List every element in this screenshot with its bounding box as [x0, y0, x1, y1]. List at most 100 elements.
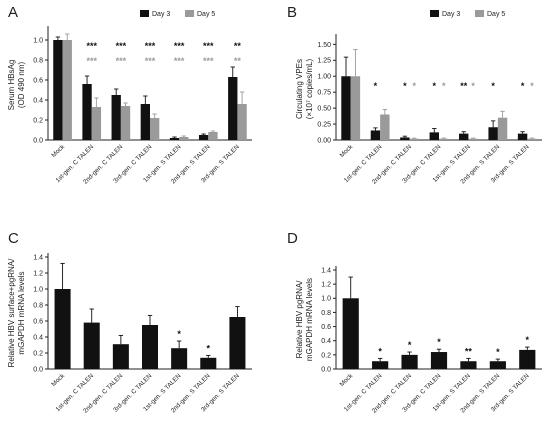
legend-label-day3: Day 3 [442, 11, 460, 18]
significance-marker: * [413, 81, 417, 91]
significance-marker: *** [145, 41, 156, 51]
y-tick-label: 0.8 [321, 310, 331, 317]
significance-marker: *** [116, 56, 127, 66]
significance-marker: * [207, 343, 211, 353]
panel-A: A Serum HBsAg (OD 490 nm) 0.0 0.2 0.4 0.6 0.8 1.… [7, 4, 252, 186]
panel-B: B Circulating VPEs (×10⁷ copies/mL) 0.00 0.2… [287, 4, 542, 186]
significance-marker: ** [465, 346, 473, 356]
bar [54, 289, 71, 369]
y-axis-title-line: Circulating VPEs [295, 59, 304, 119]
y-tick-label: 0.4 [321, 338, 331, 345]
y-tick-label: 0.0 [321, 366, 331, 373]
bar [62, 40, 72, 140]
y-tick-label: 0.2 [33, 350, 43, 357]
bar [460, 361, 477, 369]
y-tick-label: 0.6 [33, 77, 43, 84]
significance-marker: * [177, 329, 181, 339]
bar [237, 104, 247, 140]
legend-swatch-day5 [185, 10, 194, 17]
significance-marker: *** [174, 56, 185, 66]
bar [400, 137, 410, 140]
bar [519, 349, 536, 369]
y-tick-label: 1.0 [33, 37, 43, 44]
bar [140, 104, 150, 140]
y-tick-label: 0.4 [33, 97, 43, 104]
significance-marker: * [374, 81, 378, 91]
bar [229, 317, 246, 369]
significance-marker: ** [234, 56, 242, 66]
bar [53, 40, 63, 140]
y-tick-label: 1.4 [321, 267, 331, 274]
y-tick-label: 1.2 [321, 282, 331, 289]
bar [120, 106, 131, 140]
bar [169, 138, 180, 140]
y-tick-label: 1.0 [321, 296, 331, 303]
y-axis-title-line: Relative HBV pgRNA/ [295, 280, 304, 359]
y-tick-label: 1.2 [33, 270, 43, 277]
bar [409, 138, 419, 140]
panel-D: D Relative HBV pgRNA/mGAPDH mRNA levels 0.… [287, 230, 542, 415]
significance-marker: * [471, 81, 475, 91]
y-tick-label: 0.6 [321, 324, 331, 331]
significance-marker: *** [86, 56, 97, 66]
bar [342, 298, 359, 369]
bar [208, 132, 218, 140]
significance-marker: * [403, 81, 407, 91]
category-label: Mock [339, 372, 355, 388]
y-axis-title-line: Serum HBsAg [7, 60, 16, 111]
y-tick-label: 0.2 [33, 117, 43, 124]
panel-C: C Relative HBV surface+pgRNA/mGAPDH mRNA … [7, 230, 252, 415]
bar [141, 325, 159, 369]
y-tick-label: 0.0 [33, 366, 43, 373]
category-label: Mock [339, 143, 355, 159]
significance-marker: * [433, 81, 437, 91]
bar [401, 354, 418, 369]
significance-marker: ** [234, 41, 242, 51]
significance-marker: * [378, 346, 382, 356]
significance-marker: *** [203, 56, 214, 66]
bar [150, 118, 160, 140]
y-tick-label: 0.4 [33, 334, 43, 341]
bar [228, 77, 238, 140]
y-tick-label: 0.6 [33, 318, 43, 325]
bar [91, 107, 102, 140]
bar [430, 352, 448, 369]
significance-marker: *** [116, 41, 127, 51]
panel-letter: D [287, 230, 298, 247]
y-tick-label: 1.00 [317, 74, 331, 81]
category-label: Mock [50, 143, 66, 159]
y-tick-label: 0.2 [321, 352, 331, 359]
y-tick-label: 0.00 [317, 137, 331, 144]
significance-marker: * [437, 337, 441, 347]
y-axis-title-line: (×10⁷ copies/mL) [305, 58, 314, 119]
legend-label-day5: Day 5 [197, 11, 215, 18]
significance-marker: * [496, 347, 500, 357]
bar [112, 344, 129, 369]
bar [489, 361, 506, 369]
y-axis-title-line: mGAPDH mRNA levels [17, 271, 26, 354]
significance-marker: * [408, 340, 412, 350]
y-tick-label: 0.8 [33, 302, 43, 309]
bar [439, 138, 449, 140]
legend-swatch-day3 [430, 10, 439, 17]
significance-marker: * [530, 81, 534, 91]
y-tick-label: 1.50 [317, 42, 331, 49]
significance-marker: * [521, 81, 525, 91]
significance-marker: *** [145, 56, 156, 66]
legend-label-day3: Day 3 [152, 11, 170, 18]
y-tick-label: 1.0 [33, 286, 43, 293]
bar [82, 84, 92, 140]
significance-marker: * [491, 81, 495, 91]
bar [517, 133, 528, 140]
bar [179, 137, 189, 140]
y-tick-label: 1.25 [317, 58, 331, 65]
bar [171, 348, 188, 369]
bar [488, 127, 498, 140]
bar [468, 138, 478, 140]
category-label: Mock [50, 372, 66, 388]
significance-marker: * [442, 81, 446, 91]
y-tick-label: 0.8 [33, 57, 43, 64]
bar [497, 117, 508, 140]
significance-marker: * [526, 335, 530, 345]
